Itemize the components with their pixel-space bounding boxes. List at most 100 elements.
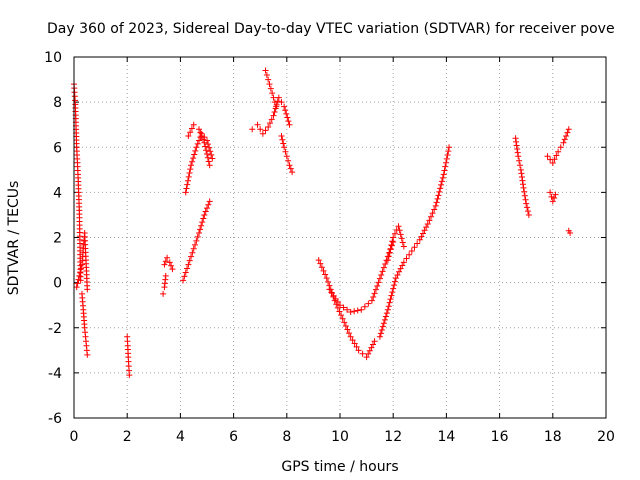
data-point-hours7to8 [282, 107, 289, 114]
data-point-hours9to14 [399, 239, 406, 246]
data-point-hours9to14 [438, 181, 445, 188]
data-point-hours3to5 [205, 158, 212, 165]
data-point-hours9to14 [351, 340, 358, 347]
data-point-hours9to14 [436, 188, 443, 195]
data-point-hours3to5 [190, 155, 197, 162]
data-point-hours16to19 [516, 162, 523, 169]
data-point-hours16to19 [522, 196, 529, 203]
data-point-hours16to19 [515, 153, 522, 160]
data-point-hours3to5 [196, 137, 203, 144]
data-point-hours7to8 [265, 123, 272, 130]
data-point-hours3to5 [206, 162, 213, 169]
data-point-hours9to14 [396, 227, 403, 234]
data-point-hours9to14 [382, 313, 389, 320]
data-point-hours3to5 [196, 229, 203, 236]
data-point-hours9to14 [365, 300, 372, 307]
data-point-hours7to8 [265, 76, 272, 83]
data-point-hours9to14 [391, 282, 398, 289]
data-point-hours16to19 [519, 177, 526, 184]
data-point-hours9to14 [437, 185, 444, 192]
data-point-hours9to14 [346, 330, 353, 337]
data-point-hours9to14 [385, 303, 392, 310]
data-point-hours16to19 [544, 153, 551, 160]
data-point-hours16to19 [561, 136, 568, 143]
data-point-hours9to14 [370, 294, 377, 301]
data-point-hours7to8 [280, 140, 287, 147]
data-point-hours3to5 [188, 253, 195, 260]
data-point-hours16to19 [548, 193, 555, 200]
data-point-hours7to8 [270, 94, 277, 101]
data-point-hours9to14 [336, 308, 343, 315]
data-point-hours9to14 [340, 304, 347, 311]
data-point-hours16to19 [518, 174, 525, 181]
data-point-hours9to14 [441, 167, 448, 174]
data-point-hours3to5 [188, 125, 195, 132]
data-point-hours9to14 [355, 347, 362, 354]
data-point-hours9to14 [391, 230, 398, 237]
data-point-hours3to5 [183, 185, 190, 192]
data-point-hours16to19 [551, 156, 558, 163]
data-point-hours9to14 [320, 267, 327, 274]
data-point-hours7to8 [249, 126, 256, 133]
x-tick-label: 20 [597, 429, 615, 445]
data-point-hours16to19 [524, 208, 531, 215]
data-point-early [77, 269, 84, 276]
y-tick-label: 10 [44, 50, 62, 66]
data-point-hours7to8 [266, 120, 273, 127]
data-point-hours7to8 [267, 85, 274, 92]
data-point-hours9to14 [341, 319, 348, 326]
y-tick-label: 2 [53, 231, 62, 247]
data-point-hours9to14 [344, 326, 351, 333]
data-point-hours16to19 [525, 211, 532, 218]
data-point-hours9to14 [325, 278, 332, 285]
data-point-hours16to19 [518, 170, 525, 177]
data-point-hours16to19 [565, 126, 572, 133]
data-point-hours9to14 [386, 249, 393, 256]
data-point-hours9to14 [382, 261, 389, 268]
data-point-hours9to14 [446, 144, 453, 151]
data-point-hours9to14 [406, 251, 413, 258]
data-point-hours9to14 [338, 312, 345, 319]
data-point-hours9to14 [445, 148, 452, 155]
data-point-hours16to19 [552, 191, 559, 198]
data-point-hours9to14 [443, 159, 450, 166]
y-tick-label: -6 [48, 411, 62, 427]
data-point-hours7to8 [282, 148, 289, 155]
data-point-hours9to14 [379, 268, 386, 275]
data-point-hours7to8 [286, 162, 293, 169]
data-point-hours16to19 [557, 144, 564, 151]
data-point-hours9to14 [366, 347, 373, 354]
data-point-hours7to8 [274, 98, 281, 105]
data-point-hours9to14 [347, 308, 354, 315]
data-point-hours3to5 [186, 257, 193, 264]
data-point-hours9to14 [387, 245, 394, 252]
data-point-hours7to8 [289, 169, 296, 176]
y-tick-label: 6 [53, 140, 62, 156]
data-point-early [74, 280, 81, 287]
data-point-hours3to5 [201, 139, 208, 146]
data-points [71, 67, 574, 379]
data-point-hours3to5 [198, 132, 205, 139]
data-point-hours3to5 [189, 158, 196, 165]
data-point-hours3to5 [162, 272, 169, 279]
data-point-hours3to5 [203, 147, 210, 154]
data-point-hours9to14 [435, 192, 442, 199]
data-point-hours3to5 [198, 222, 205, 229]
data-point-hours9to14 [419, 230, 426, 237]
data-point-hours16to19 [520, 184, 527, 191]
data-point-hours16to19 [513, 142, 520, 149]
data-point-hours9to14 [368, 344, 375, 351]
data-point-hours9to14 [394, 271, 401, 278]
data-point-hours16to19 [514, 149, 521, 156]
data-point-hours7to8 [278, 99, 285, 106]
data-point-hours7to8 [257, 126, 264, 133]
data-point-hours3to5 [192, 147, 199, 154]
data-point-hours3to5 [182, 189, 189, 196]
data-point-hours9to14 [322, 271, 329, 278]
data-point-hours3to5 [184, 265, 191, 272]
data-point-hours9to14 [363, 354, 370, 361]
data-point-hours9to14 [371, 338, 378, 345]
data-point-hours7to8 [263, 72, 270, 79]
data-point-hours3to5 [190, 245, 197, 252]
